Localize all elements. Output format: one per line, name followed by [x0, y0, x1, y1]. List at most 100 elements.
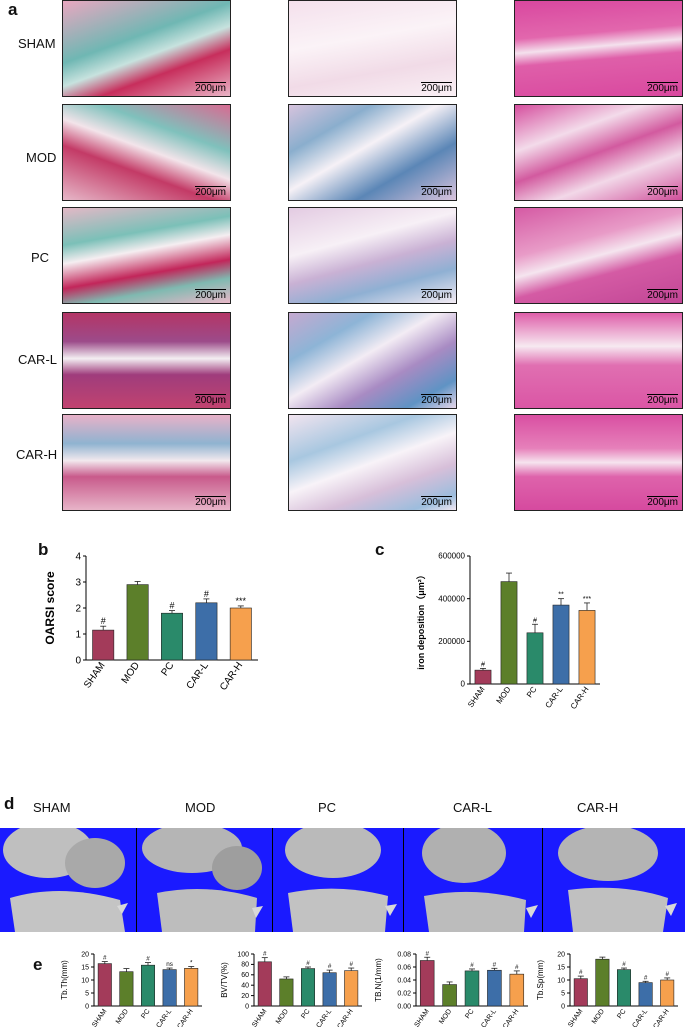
- x-tick-label: PC: [464, 1008, 475, 1020]
- histology-image-sham-iron: 200μm: [288, 0, 457, 97]
- micro-ct-image-car-h: [543, 828, 685, 932]
- x-tick-label: CAR-L: [155, 1008, 173, 1027]
- bar-pc: [617, 969, 631, 1007]
- scale-bar: 200μm: [195, 82, 226, 94]
- bar-mod: [279, 978, 294, 1007]
- x-tick-label: CAR-H: [176, 1008, 194, 1027]
- scale-bar: 200μm: [421, 496, 452, 508]
- histology-image-mod-he: 200μm: [514, 104, 683, 201]
- bar-car-h: [344, 970, 359, 1007]
- y-tick-label: 60: [241, 972, 249, 979]
- y-tick-label: 15: [81, 964, 89, 971]
- significance-label: #: [263, 951, 267, 958]
- bar-car-h: [578, 610, 596, 685]
- scale-bar: 200μm: [195, 186, 226, 198]
- micro-ct-image-mod: [137, 828, 273, 932]
- x-tick-label: CAR-L: [543, 685, 564, 710]
- histology-image-mod-iron: 200μm: [288, 104, 457, 201]
- row-label-car-h: CAR-H: [16, 447, 58, 462]
- tb-sp-chart: 0 5 10 15 20 # SHAM MOD # PC # CAR-L # CAR-H Tb.Sp(mm): [536, 951, 678, 1027]
- bar-mod: [442, 984, 457, 1007]
- x-tick-label: SHAM: [251, 1008, 268, 1027]
- significance-label: #: [169, 601, 174, 611]
- y-tick-label: 100: [237, 951, 249, 958]
- x-tick-label: CAR-L: [631, 1008, 649, 1027]
- y-tick-label: 40: [241, 983, 249, 990]
- y-tick-label: 5: [85, 990, 89, 997]
- bar-car-l: [487, 969, 502, 1007]
- panel-e-letter: e: [33, 955, 43, 974]
- y-tick-label: 600000: [438, 552, 465, 561]
- ct-label-mod: MOD: [185, 800, 216, 815]
- significance-label: ***: [583, 594, 592, 603]
- micro-ct-strip: [0, 828, 685, 932]
- bar-sham: [573, 978, 588, 1007]
- bar-car-h: [660, 979, 675, 1007]
- bar-sham: [92, 629, 115, 661]
- panel-a-letter: a: [8, 0, 18, 19]
- bar-car-l: [162, 969, 177, 1007]
- x-tick-label: PC: [525, 685, 539, 699]
- bar-pc: [301, 968, 315, 1007]
- y-tick-label: 4: [75, 551, 81, 562]
- panel-b-letter: b: [38, 540, 49, 559]
- histology-image-car-h-iron: 200μm: [288, 414, 457, 511]
- significance-label: #: [515, 964, 519, 971]
- y-tick-label: 0: [75, 655, 81, 666]
- histology-image-car-l-he: 200μm: [514, 312, 683, 409]
- y-tick-label: 10: [81, 977, 89, 984]
- histology-image-mod-safranin: 200μm: [62, 104, 231, 201]
- x-tick-label: MOD: [120, 660, 142, 685]
- bar-sham: [257, 961, 272, 1007]
- tb-n-chart: 0.00 0.02 0.04 0.06 0.08 # SHAM MOD # PC # CAR-L # CA…: [374, 950, 528, 1027]
- x-tick-label: CAR-H: [652, 1008, 670, 1027]
- scale-bar: 200μm: [421, 394, 452, 406]
- x-tick-label: CAR-H: [569, 685, 591, 711]
- significance-label: #: [533, 615, 537, 624]
- panel-d-letter: d: [4, 794, 15, 813]
- significance-label: #: [204, 589, 209, 599]
- significance-label: #: [622, 961, 626, 968]
- bar-car-l: [195, 602, 218, 661]
- y-tick-label: 0: [561, 1003, 565, 1010]
- x-tick-label: CAR-H: [218, 660, 245, 692]
- y-tick-label: 20: [81, 951, 89, 958]
- y-axis-label: BV/TV(%): [220, 962, 229, 998]
- x-tick-label: MOD: [495, 685, 513, 706]
- ct-label-car-h: CAR-H: [577, 800, 619, 815]
- bar-car-h: [229, 607, 252, 661]
- histology-image-pc-iron: 200μm: [288, 207, 457, 304]
- y-axis-label: Tb.Th(mm): [60, 960, 69, 1000]
- y-tick-label: 400000: [438, 594, 465, 603]
- scale-bar: 200μm: [421, 186, 452, 198]
- y-tick-label: 5: [561, 990, 565, 997]
- significance-label: #: [579, 969, 583, 976]
- scale-bar: 200μm: [647, 82, 678, 94]
- x-tick-label: CAR-L: [185, 660, 211, 691]
- y-axis-label: iron deposition（μm²）: [416, 570, 426, 670]
- oarsi-score-chart: 0 1 2 3 4 # SHAM MOD # PC # CAR-L *** CAR-H OARSI scor…: [43, 551, 258, 693]
- histology-image-pc-he: 200μm: [514, 207, 683, 304]
- histology-image-car-l-safranin: 200μm: [62, 312, 231, 409]
- histology-image-car-l-iron: 200μm: [288, 312, 457, 409]
- iron-deposition-chart: 0 200000 400000 600000 # SHAM MOD # PC ** CAR-L ***…: [416, 552, 600, 711]
- significance-label: *: [190, 959, 193, 966]
- significance-label: #: [349, 961, 353, 968]
- y-tick-label: 0: [245, 1003, 249, 1010]
- y-tick-label: 0: [461, 680, 466, 689]
- y-tick-label: 200000: [438, 637, 465, 646]
- y-axis-label: Tb.Sp(mm): [536, 960, 545, 1000]
- scale-bar: 200μm: [195, 496, 226, 508]
- y-tick-label: 0.06: [397, 964, 411, 971]
- bar-sham: [474, 669, 492, 685]
- y-tick-label: 1: [75, 629, 81, 640]
- y-tick-label: 3: [75, 577, 81, 588]
- scale-bar: 200μm: [195, 394, 226, 406]
- bar-pc: [464, 970, 480, 1007]
- y-tick-label: 0: [85, 1003, 89, 1010]
- ct-label-sham: SHAM: [33, 800, 71, 815]
- bar-mod: [119, 971, 134, 1007]
- significance-label: **: [558, 590, 564, 599]
- row-label-sham: SHAM: [18, 36, 56, 51]
- scale-bar: 200μm: [647, 289, 678, 301]
